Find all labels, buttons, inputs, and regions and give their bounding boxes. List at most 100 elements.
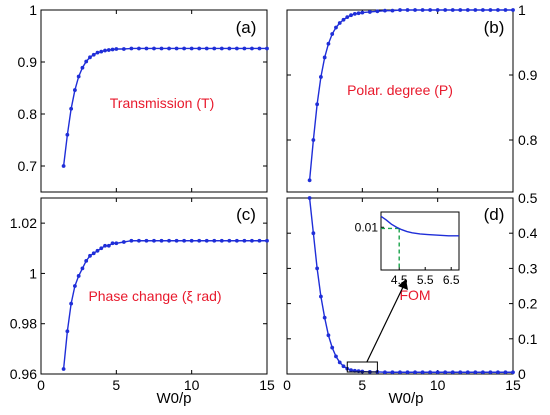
data-point xyxy=(413,370,417,375)
x-tick-label: 0 xyxy=(283,377,291,393)
data-point xyxy=(443,370,448,375)
data-point xyxy=(345,15,350,20)
plot-frame-a xyxy=(40,9,268,193)
y-tick-label: 0.9 xyxy=(18,54,38,70)
inset-plot: 4.5 5.5 6.5 0.01 xyxy=(355,211,460,287)
panel-tag-c: (c) xyxy=(236,205,256,224)
data-point xyxy=(84,59,89,64)
data-point xyxy=(114,241,119,246)
data-point xyxy=(330,32,335,36)
data-point xyxy=(311,138,316,142)
data-point xyxy=(450,8,455,12)
y-tick-label: 0.8 xyxy=(518,132,538,148)
data-point xyxy=(65,329,70,334)
data-point xyxy=(420,370,425,375)
data-point xyxy=(61,164,66,168)
data-point xyxy=(458,8,463,12)
panel-c-phase-change: 0.96 0.98 1 1.02 0 5 10 15 (c) Phase change (ξ ra… xyxy=(10,197,275,393)
annotation-c: Phase change (ξ rad) xyxy=(88,288,221,304)
data-point xyxy=(99,246,104,251)
data-point xyxy=(250,238,254,243)
data-point xyxy=(80,266,85,271)
data-point xyxy=(465,8,470,12)
data-point xyxy=(488,370,493,375)
data-point xyxy=(265,46,269,51)
data-point xyxy=(390,370,395,375)
data-point xyxy=(473,8,478,12)
data-point xyxy=(465,370,470,375)
data-point xyxy=(129,46,134,51)
data-point xyxy=(103,48,107,53)
data-point xyxy=(405,370,410,375)
data-point xyxy=(234,46,239,51)
data-point xyxy=(334,25,338,30)
data-point xyxy=(88,253,92,258)
y-tick-label: 0.9 xyxy=(518,67,538,83)
data-point xyxy=(360,10,365,15)
data-point xyxy=(356,11,361,16)
inset-frame xyxy=(380,211,460,271)
y-tick-label: 0.1 xyxy=(518,331,538,347)
data-point xyxy=(413,8,417,12)
x-tick-label: 5 xyxy=(112,377,120,393)
data-point xyxy=(219,46,224,51)
zoom-arrow-line xyxy=(366,284,405,363)
data-point xyxy=(511,370,515,375)
data-point xyxy=(152,238,156,243)
data-point xyxy=(326,41,331,46)
data-point xyxy=(121,47,126,51)
data-point xyxy=(349,368,353,373)
data-point xyxy=(197,46,202,51)
y-tick-label: 0.5 xyxy=(518,190,538,206)
data-point xyxy=(435,370,440,375)
data-point xyxy=(234,238,239,243)
y-tick-label: 0.2 xyxy=(518,296,538,312)
data-point xyxy=(80,65,85,70)
y-tick-label: 0.96 xyxy=(10,366,37,382)
data-point xyxy=(322,315,327,320)
data-point xyxy=(95,248,100,253)
data-point xyxy=(174,238,179,243)
data-point xyxy=(91,251,96,256)
y-tick-label: 0.7 xyxy=(18,158,38,174)
data-point xyxy=(480,370,485,375)
data-point xyxy=(167,238,171,243)
data-point xyxy=(326,333,331,338)
data-point xyxy=(330,345,335,350)
data-point xyxy=(61,367,66,371)
data-point xyxy=(488,8,493,12)
data-point xyxy=(473,370,478,375)
data-point xyxy=(227,238,232,243)
x-tick-label: 15 xyxy=(505,377,521,393)
data-point xyxy=(84,258,89,263)
data-point xyxy=(315,102,320,107)
data-point xyxy=(144,238,149,243)
data-point xyxy=(204,46,209,51)
data-point xyxy=(159,238,164,243)
zoom-region-box xyxy=(346,361,378,373)
data-point xyxy=(503,370,508,375)
data-point xyxy=(257,238,262,243)
data-point xyxy=(167,46,171,51)
data-point xyxy=(227,46,232,51)
y-tick-label: 0.98 xyxy=(10,316,37,332)
data-point xyxy=(443,8,448,12)
inset-x-tick-label: 5.5 xyxy=(417,273,434,287)
data-point xyxy=(174,46,179,51)
data-point xyxy=(265,238,269,243)
data-point xyxy=(496,370,500,375)
data-point xyxy=(341,364,346,369)
data-point xyxy=(337,21,342,25)
data-point xyxy=(110,47,115,52)
data-point xyxy=(322,55,327,60)
y-tick-label: 0.3 xyxy=(518,260,538,276)
data-point xyxy=(250,46,254,51)
data-point xyxy=(496,8,500,12)
data-point xyxy=(450,370,455,375)
x-axis-label-left: W0/p xyxy=(156,390,191,407)
data-point xyxy=(144,46,149,51)
data-point xyxy=(435,8,440,12)
data-point xyxy=(137,238,141,243)
